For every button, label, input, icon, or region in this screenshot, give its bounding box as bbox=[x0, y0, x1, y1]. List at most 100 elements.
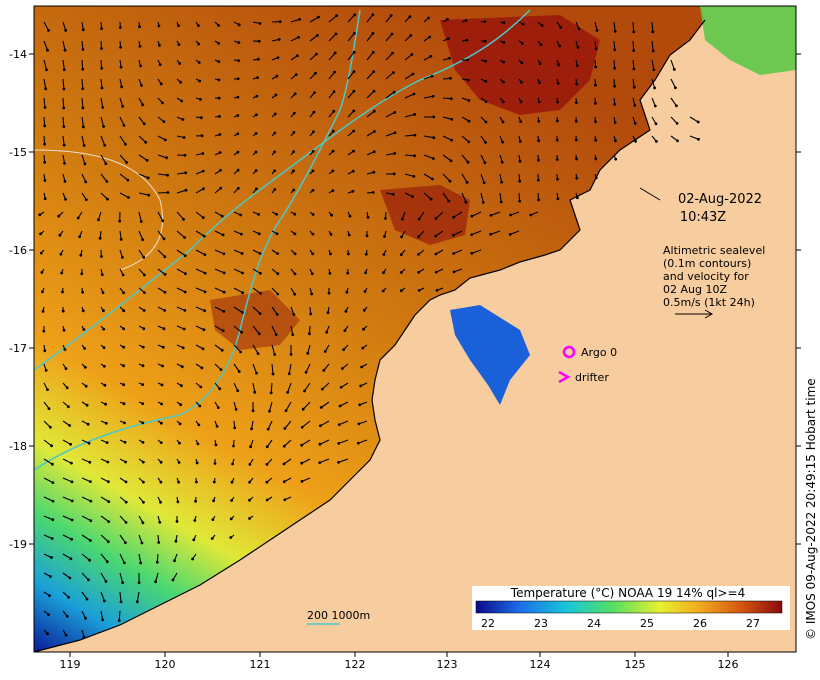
velocity-arrow-head bbox=[123, 421, 126, 425]
velocity-arrow-head bbox=[467, 119, 471, 123]
velocity-arrow-head bbox=[68, 424, 71, 427]
velocity-arrow-head bbox=[362, 327, 365, 331]
velocity-arrow-head bbox=[249, 445, 253, 449]
velocity-arrow bbox=[100, 515, 110, 523]
velocity-arrow-head bbox=[219, 368, 223, 371]
velocity-arrow-head bbox=[212, 480, 216, 484]
velocity-arrow-head bbox=[300, 443, 304, 447]
velocity-arrow bbox=[100, 135, 106, 146]
velocity-arrow bbox=[347, 90, 355, 99]
velocity-arrow bbox=[632, 78, 635, 88]
velocity-arrow-head bbox=[218, 133, 222, 136]
velocity-arrow-head bbox=[467, 99, 471, 102]
velocity-arrow-head bbox=[594, 83, 597, 87]
velocity-arrow-head bbox=[273, 353, 277, 356]
velocity-arrow bbox=[176, 211, 184, 220]
velocity-arrow-head bbox=[161, 101, 164, 105]
velocity-arrow-head bbox=[594, 138, 598, 142]
velocity-arrow-head bbox=[84, 384, 88, 388]
velocity-arrow-head bbox=[87, 578, 90, 582]
velocity-arrow-head bbox=[51, 499, 55, 503]
velocity-arrow-head bbox=[62, 87, 66, 91]
velocity-arrow-head bbox=[70, 461, 73, 465]
velocity-arrow-head bbox=[57, 214, 61, 218]
velocity-arrow-head bbox=[124, 500, 128, 504]
velocity-arrow-head bbox=[483, 20, 487, 23]
velocity-arrow-head bbox=[318, 442, 322, 446]
velocity-arrow-head bbox=[257, 57, 260, 61]
velocity-arrow-head bbox=[142, 255, 146, 259]
velocity-arrow bbox=[651, 21, 654, 32]
velocity-arrow-head bbox=[452, 233, 455, 237]
velocity-arrow-head bbox=[316, 34, 319, 37]
velocity-arrow-head bbox=[202, 234, 206, 238]
velocity-arrow-head bbox=[362, 308, 366, 312]
velocity-arrow bbox=[309, 53, 317, 61]
velocity-arrow-head bbox=[352, 109, 356, 113]
velocity-arrow-head bbox=[450, 138, 453, 142]
velocity-arrow bbox=[62, 135, 65, 146]
date-pointer bbox=[639, 187, 661, 201]
velocity-arrow-head bbox=[158, 520, 162, 524]
velocity-arrow-head bbox=[412, 92, 416, 96]
velocity-arrow bbox=[358, 439, 368, 444]
velocity-arrow bbox=[138, 534, 143, 544]
coastline bbox=[34, 19, 706, 652]
velocity-arrow bbox=[81, 534, 91, 541]
velocity-arrow-head bbox=[652, 68, 656, 71]
velocity-arrow-head bbox=[63, 48, 67, 52]
velocity-arrow-head bbox=[499, 200, 503, 204]
velocity-arrow-head bbox=[248, 480, 252, 484]
velocity-arrow-head bbox=[256, 352, 260, 355]
velocity-arrow-head bbox=[201, 347, 205, 351]
velocity-arrow-head bbox=[221, 329, 225, 333]
velocity-arrow-head bbox=[183, 309, 187, 312]
velocity-arrow bbox=[100, 553, 108, 563]
velocity-arrow-head bbox=[428, 35, 432, 39]
velocity-arrow bbox=[461, 192, 467, 203]
lon-tick-label: 126 bbox=[718, 658, 739, 671]
velocity-arrow bbox=[157, 173, 168, 176]
velocity-arrow-head bbox=[230, 499, 234, 502]
lat-tick-label: -15 bbox=[9, 146, 27, 159]
velocity-arrow-head bbox=[282, 480, 286, 484]
velocity-arrow-head bbox=[63, 161, 66, 165]
velocity-arrow-head bbox=[575, 101, 578, 104]
velocity-arrow bbox=[347, 110, 355, 118]
velocity-arrow bbox=[453, 268, 463, 273]
velocity-arrow-head bbox=[293, 292, 297, 296]
velocity-arrow-head bbox=[118, 219, 122, 223]
velocity-arrow bbox=[233, 325, 243, 333]
velocity-arrow-head bbox=[119, 600, 123, 604]
velocity-arrow-head bbox=[556, 81, 560, 85]
velocity-arrow-head bbox=[165, 156, 169, 160]
velocity-arrow-head bbox=[465, 181, 469, 184]
colorbar-tick-label: 27 bbox=[746, 617, 760, 630]
velocity-arrow bbox=[670, 97, 677, 107]
velocity-arrow-head bbox=[273, 150, 276, 154]
velocity-arrow-head bbox=[502, 80, 505, 84]
velocity-arrow bbox=[307, 344, 311, 354]
velocity-arrow-head bbox=[501, 140, 504, 144]
velocity-arrow bbox=[689, 116, 699, 123]
velocity-arrow-head bbox=[361, 346, 365, 350]
velocity-arrow-head bbox=[268, 409, 271, 413]
velocity-arrow-head bbox=[237, 23, 241, 27]
velocity-arrow-head bbox=[142, 122, 146, 126]
velocity-arrow-head bbox=[211, 518, 215, 521]
velocity-arrow-head bbox=[100, 86, 104, 90]
velocity-arrow-head bbox=[49, 575, 52, 578]
velocity-arrow-head bbox=[162, 327, 166, 331]
velocity-arrow-head bbox=[347, 233, 351, 237]
velocity-arrow-head bbox=[60, 271, 64, 275]
velocity-arrow bbox=[119, 230, 122, 240]
velocity-arrow-head bbox=[161, 219, 165, 223]
velocity-arrow-head bbox=[203, 271, 207, 275]
velocity-arrow bbox=[366, 130, 375, 137]
velocity-arrow-head bbox=[311, 188, 315, 192]
velocity-arrow-head bbox=[519, 100, 523, 104]
velocity-arrow-head bbox=[275, 232, 279, 236]
velocity-arrow-head bbox=[417, 217, 421, 221]
velocity-arrow-head bbox=[335, 14, 339, 17]
velocity-arrow bbox=[119, 515, 127, 523]
